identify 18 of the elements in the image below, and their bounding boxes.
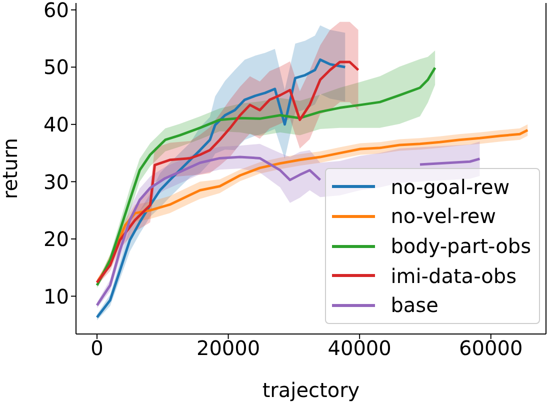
y-tick-label: 50	[44, 55, 69, 80]
legend-label: no-vel-rew	[390, 204, 496, 228]
y-tick-label: 10	[44, 284, 69, 308]
x-tick-label: 60000	[459, 336, 523, 360]
x-tick-label: 0	[90, 336, 104, 360]
y-axis-title: return	[0, 138, 22, 200]
y-tick-label: 40	[44, 112, 69, 137]
legend-label: no-goal-rew	[390, 174, 510, 199]
x-axis-title: trajectory	[262, 378, 360, 402]
legend-label: imi-data-obs	[390, 264, 517, 288]
y-tick-label: 20	[44, 227, 69, 252]
y-tick-label: 30	[44, 170, 69, 194]
x-tick-label: 40000	[328, 336, 392, 360]
y-tick-label: 60	[44, 0, 69, 22]
legend-label: body-part-obs	[390, 234, 531, 258]
x-tick-label: 20000	[196, 336, 260, 360]
legend-label: base	[390, 293, 438, 318]
line-series	[96, 60, 360, 284]
